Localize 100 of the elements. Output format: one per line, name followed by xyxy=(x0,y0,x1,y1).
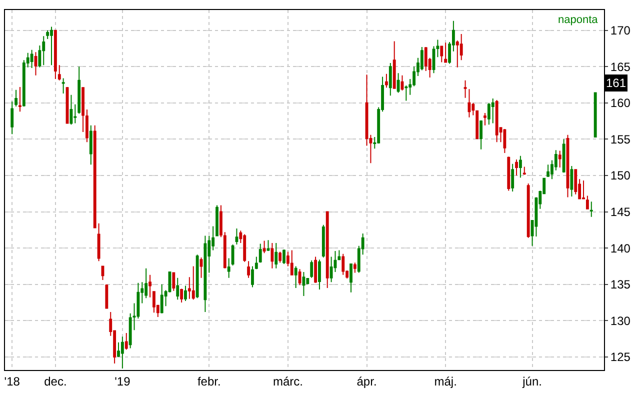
candlestick xyxy=(34,52,38,76)
candlestick xyxy=(396,72,400,94)
candlestick xyxy=(78,66,81,114)
x-tick-label: '18 xyxy=(4,374,20,388)
candlestick xyxy=(18,86,22,112)
candlestick xyxy=(400,74,404,92)
candlestick xyxy=(566,134,570,198)
candlestick xyxy=(196,254,199,299)
candlestick xyxy=(294,266,298,288)
candlestick xyxy=(124,332,128,350)
candlestick xyxy=(388,62,392,96)
candlestick xyxy=(247,260,250,278)
x-tick-label: ápr. xyxy=(356,374,377,388)
candlestick xyxy=(243,234,246,262)
candlestick xyxy=(54,30,57,80)
candlestick xyxy=(50,26,53,66)
candlestick xyxy=(586,195,589,210)
candlestick xyxy=(515,159,518,176)
candlestick xyxy=(558,150,562,168)
candlestick xyxy=(476,110,479,140)
candlestick xyxy=(338,250,341,260)
candlestick xyxy=(582,180,585,200)
candlestick xyxy=(570,166,574,198)
candlestick xyxy=(200,257,203,278)
candlestick xyxy=(314,256,317,284)
candlestick xyxy=(302,272,306,296)
candlestick xyxy=(526,182,530,238)
x-tick-label: dec. xyxy=(44,374,67,388)
y-tick-label: 160 xyxy=(610,96,631,110)
candlestick xyxy=(30,49,34,69)
candlestick xyxy=(480,120,483,150)
candlestick xyxy=(290,250,294,276)
candlestick xyxy=(93,124,96,228)
candlestick xyxy=(10,100,14,135)
candlestick xyxy=(176,277,180,300)
y-tick-label: 155 xyxy=(610,132,631,146)
candlestick xyxy=(590,201,593,218)
candlestick xyxy=(310,260,314,278)
candlestick xyxy=(258,243,262,264)
y-tick-label: 145 xyxy=(610,204,631,219)
candlestick xyxy=(204,235,207,312)
candlestick xyxy=(278,251,282,264)
candlestick xyxy=(546,164,550,178)
y-tick-label: 125 xyxy=(610,350,631,364)
candlestick xyxy=(58,64,61,81)
candlestick xyxy=(322,224,325,258)
candlestick xyxy=(105,284,108,309)
y-tick-label: 150 xyxy=(610,168,631,183)
candlestick xyxy=(180,288,184,303)
annotation: naponta xyxy=(558,14,599,26)
candlestick xyxy=(235,228,238,245)
candlestick xyxy=(120,336,124,370)
candlestick xyxy=(353,262,356,274)
x-tick-label: '19 xyxy=(114,374,131,388)
candlestick xyxy=(562,138,566,174)
candlestick xyxy=(262,240,266,254)
candlestick xyxy=(82,87,84,132)
y-tick-label: 140 xyxy=(610,241,631,256)
candlestick xyxy=(172,272,176,292)
y-tick-label: 170 xyxy=(610,24,631,38)
candlestick xyxy=(298,268,302,286)
candlestick xyxy=(86,108,88,143)
candlestick xyxy=(464,80,467,98)
candlestick xyxy=(62,78,65,94)
candlestick xyxy=(511,163,514,192)
candlestick xyxy=(385,73,388,88)
candlestick xyxy=(148,274,152,298)
y-tick-label: 130 xyxy=(610,314,631,328)
candlestick xyxy=(468,88,471,118)
candlestick xyxy=(216,204,218,236)
candlestick xyxy=(184,285,187,302)
x-tick-label: máj. xyxy=(434,374,457,388)
candlestick xyxy=(274,242,278,269)
candlestick xyxy=(342,253,345,276)
candlestick xyxy=(444,42,448,63)
candlestick xyxy=(503,128,506,154)
candlestick xyxy=(227,258,230,278)
candlestick xyxy=(282,249,286,265)
candlestick xyxy=(484,112,486,126)
candlestick xyxy=(70,94,73,126)
text: 161 xyxy=(606,76,626,90)
candlestick xyxy=(270,242,274,269)
x-tick-label: jún. xyxy=(522,374,542,388)
candlestick xyxy=(144,268,148,299)
candlestick xyxy=(101,266,104,280)
candlestick xyxy=(97,222,100,262)
candlestick xyxy=(522,166,526,176)
candlestick xyxy=(491,98,494,124)
candlestick xyxy=(42,36,46,66)
candlestick xyxy=(160,284,164,314)
y-tick-label: 135 xyxy=(610,278,631,292)
candlestick xyxy=(14,89,18,108)
candlestick xyxy=(518,155,522,178)
candlestick xyxy=(495,100,498,143)
candlestick xyxy=(89,124,92,166)
candlestick xyxy=(487,102,490,126)
candlestick xyxy=(254,256,258,270)
x-tick-label: febr. xyxy=(197,374,221,388)
candlestick xyxy=(326,211,329,288)
candlestick xyxy=(392,40,396,89)
